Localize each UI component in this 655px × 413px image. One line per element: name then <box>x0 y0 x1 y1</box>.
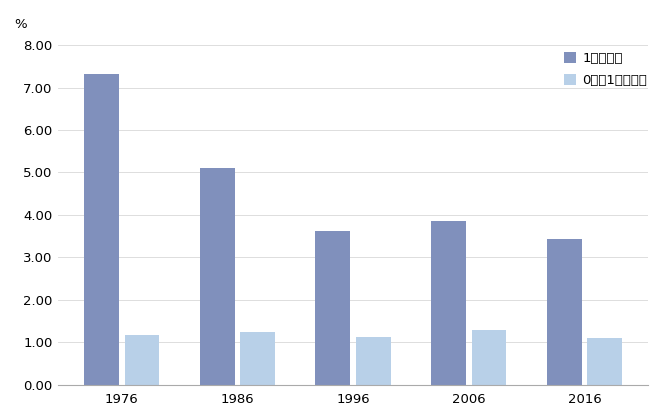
Bar <box>124 335 159 385</box>
Text: %: % <box>14 19 26 31</box>
Bar <box>588 338 622 385</box>
Bar <box>356 337 390 385</box>
Bar <box>431 221 466 385</box>
Bar <box>200 168 234 385</box>
Bar <box>316 231 350 385</box>
Bar <box>240 332 275 385</box>
Bar <box>472 330 506 385</box>
Bar <box>547 239 582 385</box>
Bar <box>84 74 119 385</box>
Legend: 1時間以上, 0分超1時間未満: 1時間以上, 0分超1時間未満 <box>564 52 647 87</box>
